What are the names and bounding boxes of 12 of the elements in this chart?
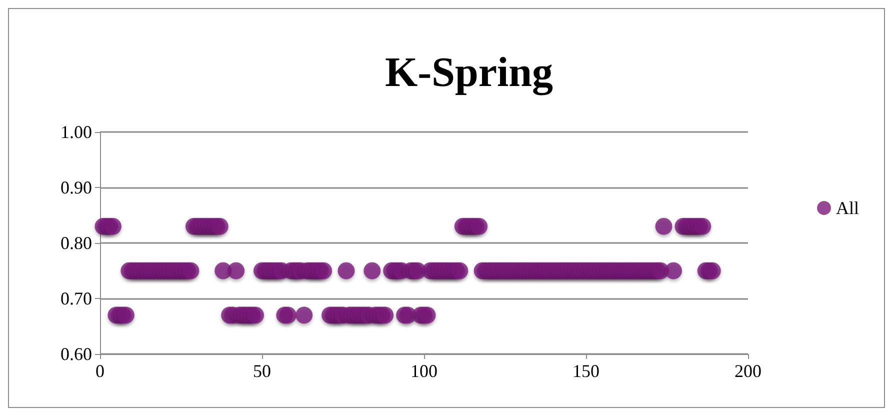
legend-label: All bbox=[836, 198, 860, 218]
y-tick-label: 1.00 bbox=[60, 122, 92, 142]
x-tick-label: 100 bbox=[410, 361, 438, 381]
x-tick-label: 50 bbox=[253, 361, 271, 381]
y-tick-label: 0.70 bbox=[60, 288, 92, 308]
x-tick-label: 150 bbox=[572, 361, 600, 381]
y-tick-label: 0.90 bbox=[60, 178, 92, 198]
y-tick-label: 0.60 bbox=[60, 344, 92, 364]
y-tick-label: 0.80 bbox=[60, 233, 92, 253]
x-tick-label: 200 bbox=[734, 361, 762, 381]
chart-title: K-Spring bbox=[384, 50, 554, 96]
x-tick-label: 0 bbox=[96, 361, 104, 381]
